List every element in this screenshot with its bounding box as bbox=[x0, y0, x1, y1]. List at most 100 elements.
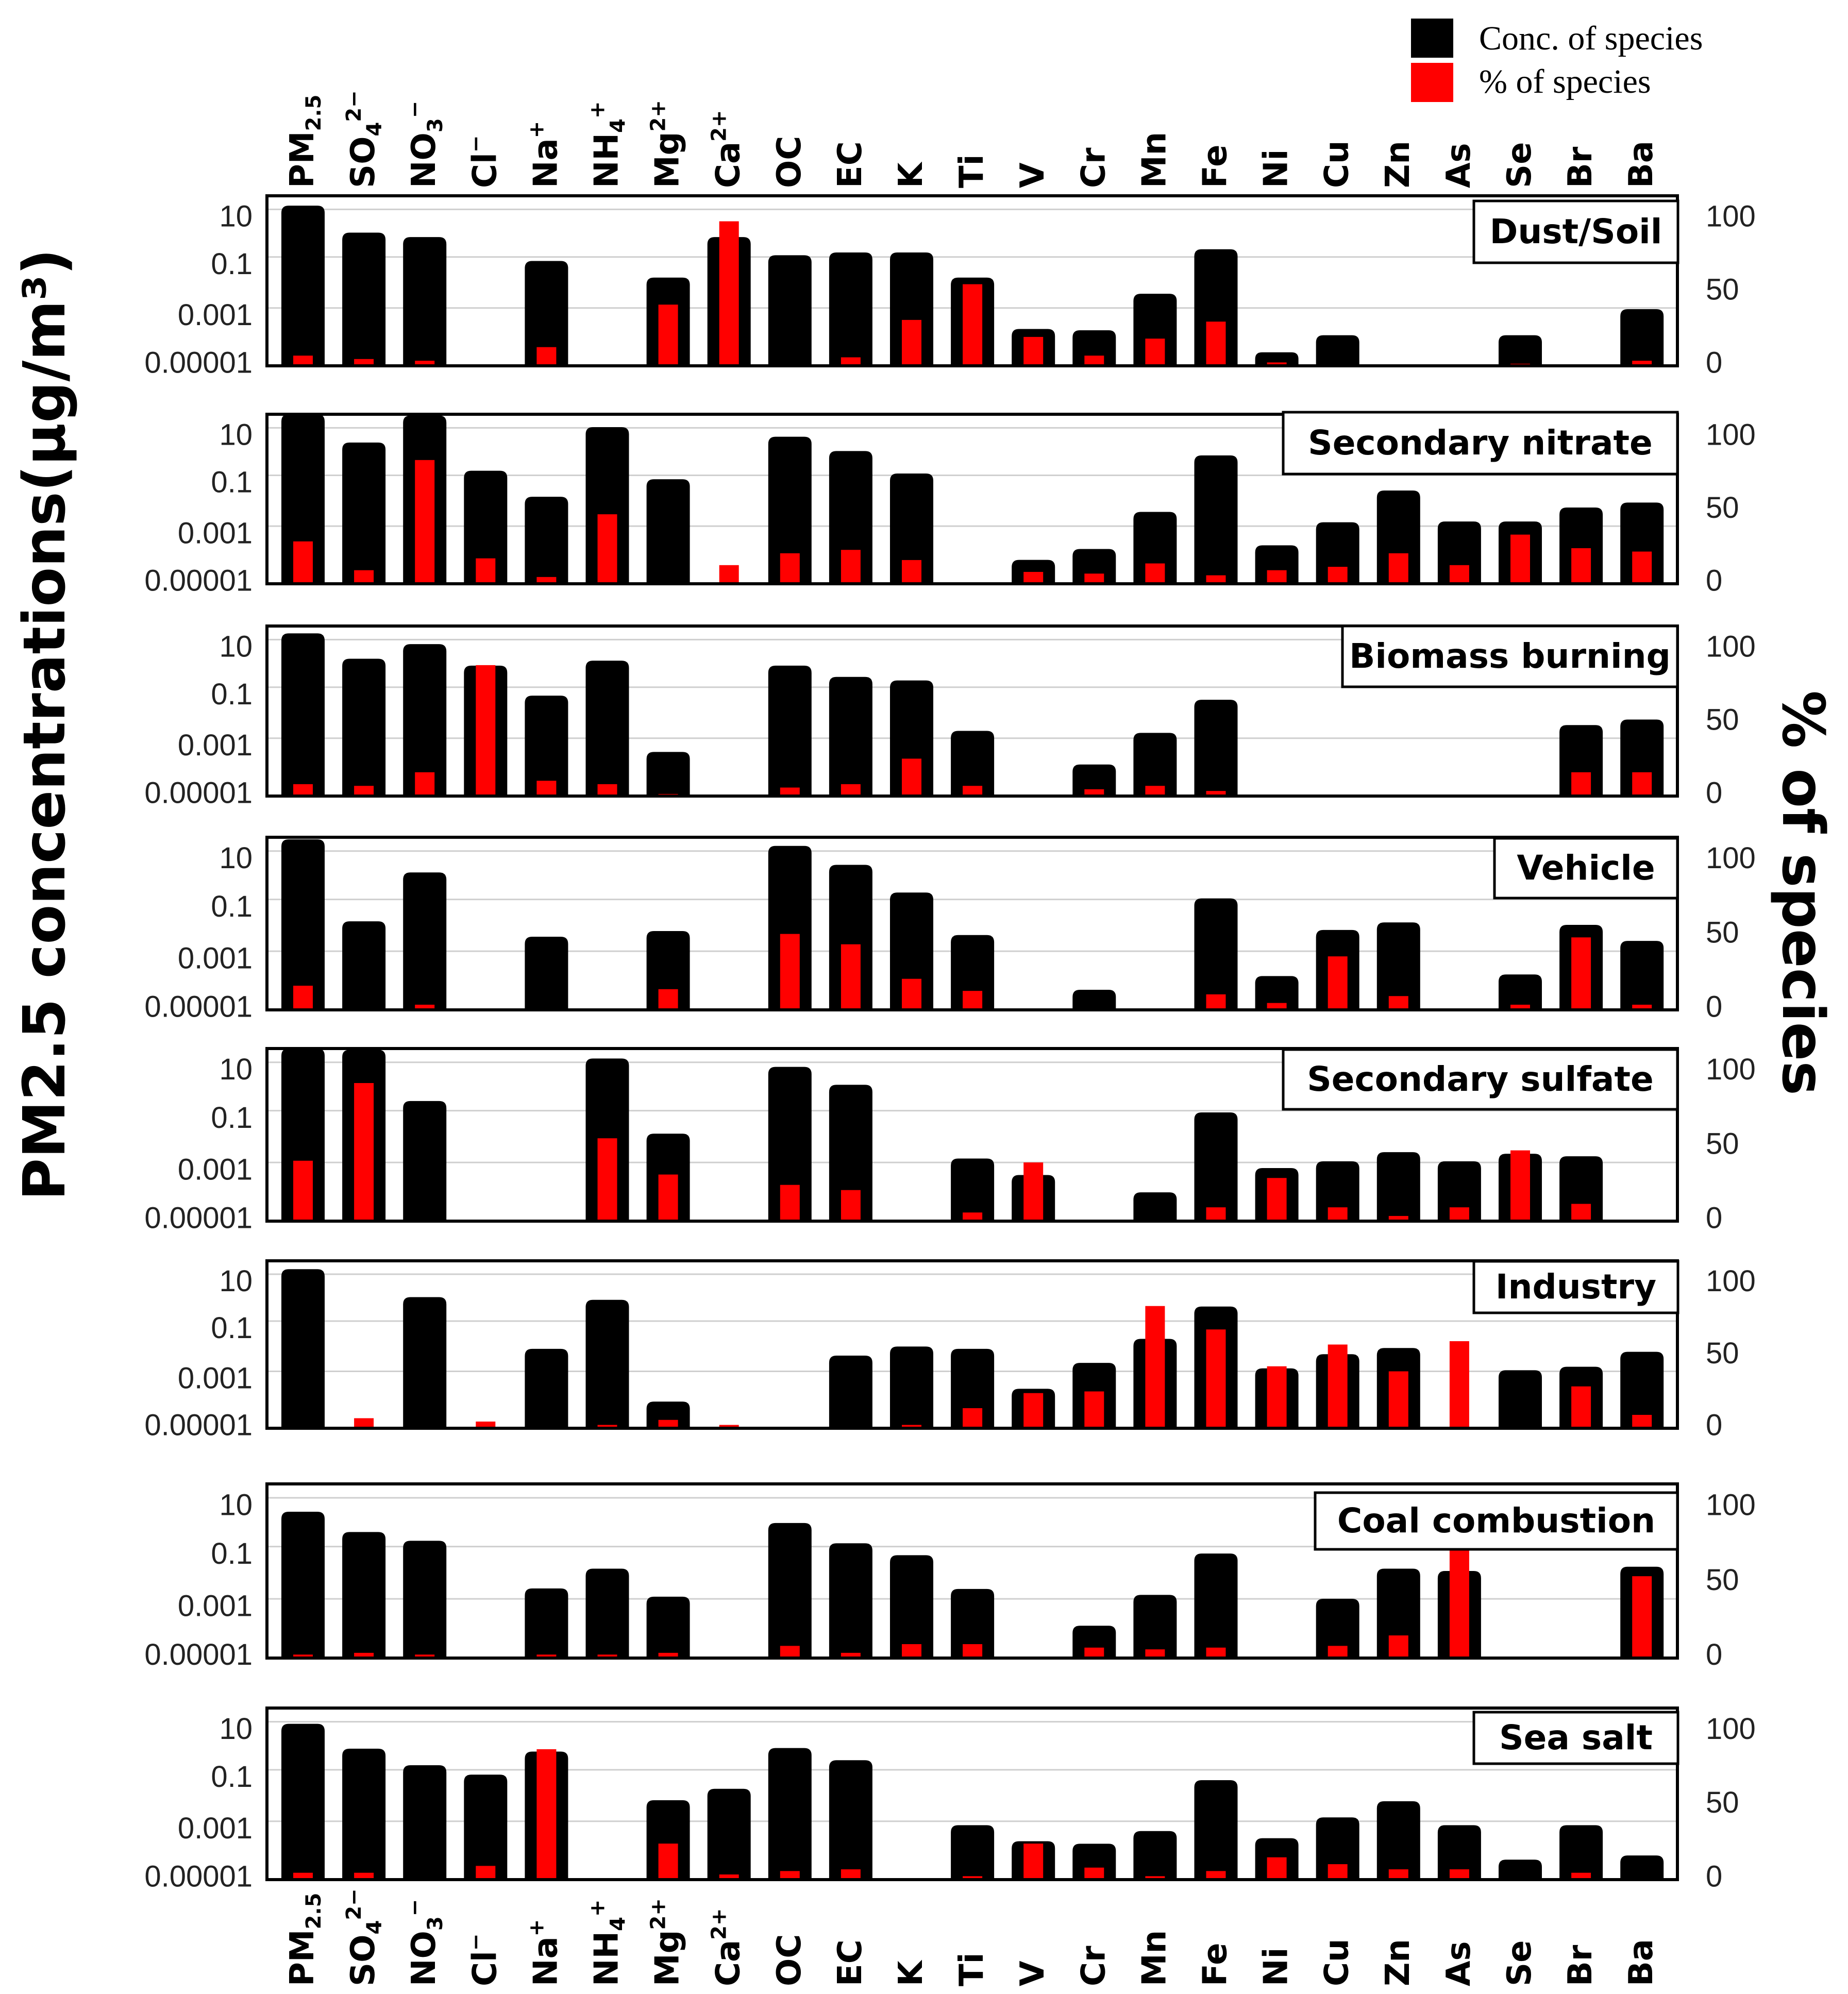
category-label-nh4: NH4+ bbox=[586, 1900, 630, 1986]
category-label-so4-2: SO42− bbox=[342, 1888, 387, 1986]
left-tick-label: 0.1 bbox=[211, 890, 253, 923]
conc-bar-fe bbox=[1194, 1553, 1238, 1658]
conc-bar-oc bbox=[768, 665, 812, 796]
percent-bar-as bbox=[1449, 1869, 1469, 1880]
panel-title-box bbox=[1472, 199, 1679, 264]
conc-bar-ba bbox=[1620, 719, 1664, 796]
conc-bar-ni bbox=[1255, 545, 1299, 584]
panel-title: Sea salt bbox=[1499, 1718, 1653, 1758]
percent-bar-mg2 bbox=[658, 305, 678, 366]
category-label-ni: Ni bbox=[1257, 149, 1296, 189]
conc-bar-cr bbox=[1072, 764, 1116, 796]
conc-bar-fe bbox=[1194, 700, 1238, 796]
percent-bar-ba bbox=[1632, 361, 1652, 366]
conc-bar-zn bbox=[1376, 490, 1420, 584]
percent-bar-fe bbox=[1206, 1647, 1226, 1658]
percent-bar-ca2 bbox=[719, 1874, 739, 1880]
conc-bar-cu bbox=[1316, 522, 1359, 584]
percent-bar-fe bbox=[1206, 1871, 1226, 1880]
percent-bar-ec bbox=[841, 784, 861, 796]
category-label-pm2-5: PM2.5 bbox=[283, 1893, 326, 1986]
percent-bar-nh4 bbox=[597, 784, 617, 796]
percent-bar-br bbox=[1571, 1204, 1591, 1221]
right-tick-label: 50 bbox=[1706, 916, 1739, 949]
conc-bar-as bbox=[1437, 521, 1481, 584]
percent-bar-ti bbox=[963, 786, 983, 796]
percent-bar-ca2 bbox=[719, 221, 739, 366]
percent-bar-na bbox=[536, 347, 557, 366]
panel-dust-soil: Dust/Soil 10 0.1 0.001 0.00001 100 50 0 bbox=[144, 194, 1756, 379]
conc-bar-mn bbox=[1133, 1831, 1177, 1880]
conc-bar-ba bbox=[1620, 1855, 1664, 1880]
conc-bar-br bbox=[1559, 1825, 1603, 1880]
percent-bar-ec bbox=[841, 357, 861, 366]
left-tick-label: 10 bbox=[219, 1053, 253, 1086]
category-label-mn: Mn bbox=[1135, 132, 1173, 188]
percent-bar-ni bbox=[1267, 1857, 1287, 1880]
percent-bar-cu bbox=[1328, 1207, 1348, 1221]
left-tick-label: 0.00001 bbox=[144, 564, 253, 597]
category-label-cu: Cu bbox=[1318, 140, 1356, 188]
panel-title-box bbox=[1472, 1260, 1679, 1314]
conc-bar-mn bbox=[1133, 733, 1177, 796]
percent-bar-ni bbox=[1267, 362, 1287, 366]
panel-title-box bbox=[1493, 837, 1679, 900]
category-label-mn: Mn bbox=[1135, 1930, 1173, 1986]
conc-bar-so4-2 bbox=[342, 921, 386, 1010]
percent-bar-cu bbox=[1328, 1864, 1348, 1880]
conc-bar-zn bbox=[1376, 922, 1420, 1010]
conc-bar-ba bbox=[1620, 1351, 1664, 1428]
percent-bar-fe bbox=[1206, 791, 1226, 796]
conc-bar-ec bbox=[829, 1085, 872, 1221]
conc-bar-so4-2 bbox=[342, 1748, 386, 1880]
panel-title-box bbox=[1282, 411, 1679, 476]
panel-title: Biomass burning bbox=[1349, 636, 1671, 676]
percent-bar-ec bbox=[841, 550, 861, 584]
percent-bar-na bbox=[536, 577, 557, 584]
conc-bar-no3 bbox=[403, 872, 447, 1010]
panel-title-box bbox=[1314, 1491, 1679, 1551]
percent-bar-zn bbox=[1388, 996, 1408, 1010]
left-tick-label: 0.00001 bbox=[144, 1409, 253, 1442]
right-tick-label: 50 bbox=[1706, 1786, 1739, 1819]
percent-bar-ba bbox=[1632, 1576, 1652, 1658]
right-tick-label: 0 bbox=[1706, 1860, 1722, 1893]
percent-bar-so4-2 bbox=[354, 1418, 374, 1428]
percent-bar-oc bbox=[780, 1646, 800, 1658]
panel-secondary-sulfate: Secondary sulfate 10 0.1 0.001 0.00001 100 50 0 bbox=[144, 1047, 1756, 1235]
percent-bar-cr bbox=[1084, 789, 1104, 796]
percent-bar-pm2-5 bbox=[293, 1654, 313, 1658]
percent-bar-as bbox=[1449, 565, 1469, 584]
percent-bar-pm2-5 bbox=[293, 541, 313, 584]
conc-bar-ni bbox=[1255, 352, 1299, 366]
conc-bar-k bbox=[890, 473, 933, 584]
right-tick-label: 50 bbox=[1706, 703, 1739, 737]
left-tick-label: 0.001 bbox=[178, 729, 253, 762]
conc-bar-mg2 bbox=[646, 479, 690, 584]
right-tick-label: 50 bbox=[1706, 491, 1739, 525]
conc-bar-na bbox=[525, 1588, 568, 1658]
panel-frame bbox=[265, 1706, 1679, 1881]
conc-bar-ti bbox=[951, 731, 995, 796]
category-label-ca2: Ca2+ bbox=[708, 1908, 748, 1986]
category-label-nh4: NH4+ bbox=[586, 102, 630, 188]
conc-bar-nh4 bbox=[585, 427, 629, 584]
percent-bar-ti bbox=[963, 991, 983, 1010]
conc-bar-fe bbox=[1194, 1780, 1238, 1880]
category-label-se: Se bbox=[1501, 1940, 1539, 1987]
conc-bar-ba bbox=[1620, 941, 1664, 1010]
percent-bar-br bbox=[1571, 1872, 1591, 1880]
conc-bar-so4-2 bbox=[342, 232, 386, 366]
percent-bar-ec bbox=[841, 944, 861, 1010]
percent-bar-no3 bbox=[415, 772, 435, 796]
conc-bar-br bbox=[1559, 1156, 1603, 1221]
conc-bar-ti bbox=[951, 935, 995, 1010]
left-tick-label: 10 bbox=[219, 1489, 253, 1522]
left-tick-label: 0.00001 bbox=[144, 1638, 253, 1671]
percent-bar-no3 bbox=[415, 1004, 435, 1010]
conc-bar-v bbox=[1012, 560, 1055, 584]
left-tick-label: 0.00001 bbox=[144, 776, 253, 809]
category-label-v: V bbox=[1014, 1961, 1052, 1986]
right-tick-label: 100 bbox=[1706, 1712, 1756, 1746]
left-tick-label: 0.001 bbox=[178, 1590, 253, 1623]
